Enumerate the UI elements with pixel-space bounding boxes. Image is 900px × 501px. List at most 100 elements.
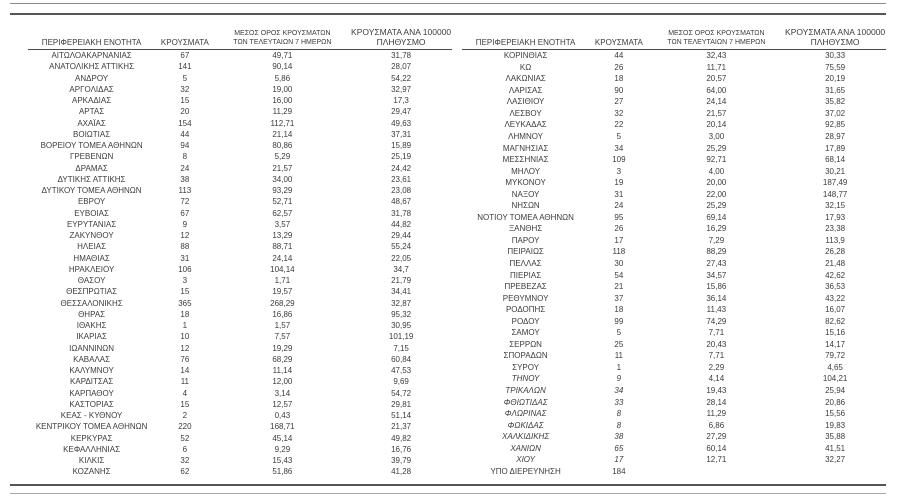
per100k-cell: 31,78 [391, 51, 412, 60]
table-row: ΗΜΑΘΙΑΣ 31 24,14 22,05 [28, 253, 452, 264]
table-row: ΛΑΚΩΝΙΑΣ 18 20,57 20,19 [462, 73, 886, 85]
per100k-cell: 95,32 [391, 309, 412, 319]
per100k-cell: 49,82 [391, 433, 412, 443]
cases-cell: 8 [616, 420, 622, 430]
region-name-cell: ΘΑΣΟΥ [77, 276, 106, 285]
table-row: ΜΥΚΟΝΟΥ 19 20,00 187,49 [462, 177, 886, 189]
avg7-header-line1: ΜΕΣΟΣ ΟΡΟΣ ΚΡΟΥΣΜΑΤΩΝ [668, 30, 765, 37]
region-name-cell: ΦΩΚΙΔΑΣ [507, 420, 544, 430]
region-name-cell: ΘΕΣΠΡΩΤΙΑΣ [66, 287, 118, 297]
cases-cell: 10 [180, 332, 190, 342]
cases-cell: 8 [182, 152, 188, 162]
per100k-cell: 37,31 [391, 129, 412, 139]
per100k-cell: 34,41 [391, 287, 412, 297]
cases-cell: 141 [178, 62, 192, 72]
cases-cell: 32 [614, 108, 624, 118]
per100k-cell: 21,79 [391, 276, 412, 285]
top-rule-thin [10, 3, 886, 4]
cases-cell: 1 [182, 321, 188, 330]
per100k-cell: 15,16 [825, 328, 846, 338]
per100k-cell: 54,22 [391, 73, 412, 83]
cases-cell: 106 [178, 264, 192, 274]
table-row: ΧΙΟΥ 17 12,71 32,27 [462, 454, 886, 466]
cases-cell: 1 [616, 362, 622, 372]
avg7-cell: 28,14 [706, 397, 727, 407]
per100k-cell: 29,81 [391, 399, 412, 409]
cases-cell: 67 [180, 208, 190, 218]
region-name-cell: ΒΟΡΕΙΟΥ ΤΟΜΕΑ ΑΘΗΝΩΝ [40, 141, 143, 150]
cases-cell: 95 [614, 212, 624, 222]
cases-column-header: ΚΡΟΥΣΜΑΤΑ [589, 27, 649, 50]
avg7-cell: 3,57 [274, 219, 291, 229]
table-row: ΖΑΚΥΝΘΟΥ 12 13,29 29,44 [28, 230, 452, 241]
per100k-cell: 43,22 [825, 293, 846, 303]
per100k-cell: 35,88 [825, 432, 846, 442]
region-name-cell: ΔΥΤΙΚΗΣ ΑΤΤΙΚΗΣ [57, 174, 126, 184]
avg7-cell: 24,14 [272, 253, 293, 263]
avg7-cell [649, 466, 785, 478]
per100k-cell: 39,79 [391, 456, 412, 465]
avg7-cell: 19,29 [272, 343, 293, 353]
table-row: ΚΑΡΠΑΘΟΥ 4 3,14 54,72 [28, 388, 452, 399]
per100k-cell: 44,82 [391, 219, 412, 229]
avg7-column-header: ΜΕΣΟΣ ΟΡΟΣ ΚΡΟΥΣΜΑΤΩΝ ΤΩΝ ΤΕΛΕΥΤΑΙΩΝ 7 Η… [214, 27, 351, 50]
avg7-cell: 104,14 [270, 264, 295, 274]
table-row: ΙΩΑΝΝΙΝΩΝ 12 19,29 7,15 [28, 343, 452, 354]
avg7-cell: 19,00 [272, 84, 293, 94]
per100k-column-header: ΚΡΟΥΣΜΑΤΑ ΑΝΑ 100000 ΠΛΗΘΥΣΜΟ [784, 27, 886, 50]
per100k-cell: 42,62 [825, 270, 846, 280]
region-name-cell: ΜΗΛΟΥ [511, 166, 541, 176]
table-header: ΠΕΡΙΦΕΡΕΙΑΚΗ ΕΝΟΤΗΤΑ ΚΡΟΥΣΜΑΤΑ ΜΕΣΟΣ ΟΡΟ… [28, 27, 452, 50]
avg7-cell: 52,71 [272, 197, 293, 207]
table-row: ΜΑΓΝΗΣΙΑΣ 34 25,29 17,89 [462, 142, 886, 154]
table-row: ΠΙΕΡΙΑΣ 54 34,57 42,62 [462, 269, 886, 281]
cases-cell: 18 [614, 74, 624, 84]
region-name-cell: ΜΑΓΝΗΣΙΑΣ [502, 143, 549, 153]
table-row: ΑΡΓΟΛΙΔΑΣ 32 19,00 32,97 [28, 84, 452, 95]
region-name-cell: ΧΑΝΙΩΝ [510, 443, 541, 453]
avg7-cell: 20,43 [706, 339, 727, 349]
region-name-cell: ΞΑΝΘΗΣ [508, 224, 543, 234]
table-row: ΚΑΡΔΙΤΣΑΣ 11 12,00 9,69 [28, 376, 452, 387]
avg7-cell: 3,14 [274, 388, 291, 398]
cases-cell: 24 [180, 163, 190, 173]
region-name-cell: ΦΛΩΡΙΝΑΣ [504, 409, 547, 419]
region-name-cell: ΣΑΜΟΥ [511, 328, 540, 338]
cases-cell: 11 [614, 351, 624, 361]
region-name-cell: ΝΗΣΩΝ [511, 201, 540, 211]
region-name-cell: ΝΑΞΟΥ [511, 189, 540, 199]
bottom-rule-dark [10, 484, 886, 486]
per100k-cell: 60,84 [391, 354, 412, 364]
cases-cell: 9 [616, 374, 622, 384]
cases-cell: 6 [182, 444, 188, 454]
per100k-cell: 29,47 [391, 107, 412, 117]
table-row: ΜΗΛΟΥ 3 4,00 30,21 [462, 165, 886, 177]
region-name-cell: ΚΟΖΑΝΗΣ [72, 467, 111, 477]
region-name-cell: ΑΧΑΪΑΣ [77, 118, 106, 128]
region-name-cell: ΣΥΡΟΥ [512, 362, 540, 372]
cases-cell: 11 [180, 377, 190, 387]
table-row: ΓΡΕΒΕΝΩΝ 8 5,29 25,19 [28, 151, 452, 162]
cases-cell: 33 [614, 397, 624, 407]
per100k-cell: 20,86 [825, 397, 846, 407]
avg7-cell: 12,57 [272, 399, 293, 409]
per100k-cell: 48,67 [391, 197, 412, 207]
table-row: ΗΛΕΙΑΣ 88 88,71 55,24 [28, 241, 452, 252]
per100k-cell: 54,72 [391, 388, 412, 398]
regional-cases-table-left: ΠΕΡΙΦΕΡΕΙΑΚΗ ΕΝΟΤΗΤΑ ΚΡΟΥΣΜΑΤΑ ΜΕΣΟΣ ΟΡΟ… [28, 27, 452, 478]
table-row: ΕΥΒΟΙΑΣ 67 62,57 31,78 [28, 208, 452, 219]
table-row: ΛΑΣΙΘΙΟΥ 27 24,14 35,82 [462, 96, 886, 108]
avg7-cell: 62,57 [272, 208, 293, 218]
region-name-cell: ΠΙΕΡΙΑΣ [510, 270, 542, 280]
region-name-cell: ΚΩ [519, 62, 532, 72]
table-row: ΠΑΡΟΥ 17 7,29 113,9 [462, 235, 886, 247]
avg7-cell: 7,29 [708, 235, 725, 245]
per100k-cell: 31,65 [825, 85, 846, 95]
table-row: ΞΑΝΘΗΣ 26 16,29 23,38 [462, 223, 886, 235]
table-row: ΚΙΛΚΙΣ 32 15,43 39,79 [28, 455, 452, 466]
cases-cell: 32 [180, 456, 190, 465]
avg7-cell: 60,14 [706, 443, 727, 453]
cases-cell: 8 [616, 409, 622, 419]
per100k-cell: 104,21 [822, 374, 848, 384]
region-name-cell: ΠΕΙΡΑΙΩΣ [507, 247, 544, 257]
